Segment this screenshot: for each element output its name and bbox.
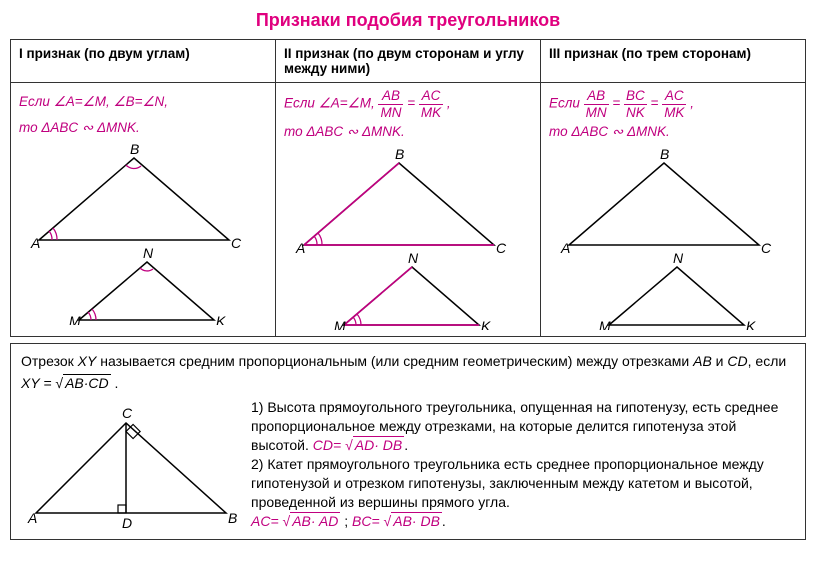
criteria-table: I признак (по двум углам) II признак (по… [10, 39, 806, 337]
col1-figure: A B C M N K [19, 140, 249, 325]
svg-text:D: D [122, 515, 132, 531]
svg-text:N: N [673, 250, 684, 266]
bottom-text: 1) Высота прямоугольного треугольника, о… [251, 398, 795, 533]
svg-text:C: C [231, 235, 242, 251]
col1-body: Если ∠A=∠M, ∠B=∠N, то ΔABC ∾ ΔMNK. A B C [11, 83, 276, 337]
c2-then: то ΔABC ∾ ΔMNK. [284, 124, 405, 139]
c3-then: то ΔABC ∾ ΔMNK. [549, 124, 670, 139]
col3-figure: A B C M N K [549, 145, 779, 330]
svg-text:C: C [761, 240, 772, 256]
right-triangle-figure: A C B D [21, 398, 246, 533]
svg-text:M: M [69, 313, 81, 325]
svg-text:N: N [408, 250, 419, 266]
svg-text:C: C [122, 405, 133, 421]
c2-if-pre: Если ∠A=∠M, [284, 96, 378, 111]
c1-if: Если ∠A=∠M, ∠B=∠N, [19, 94, 168, 109]
mean-prop-def: Отрезок XY называется средним пропорцион… [21, 350, 795, 395]
svg-text:A: A [27, 510, 37, 526]
svg-text:N: N [143, 245, 154, 261]
svg-text:B: B [395, 146, 404, 162]
col3-header: III признак (по трем сторонам) [541, 40, 806, 83]
svg-text:K: K [481, 318, 491, 330]
svg-text:B: B [228, 510, 237, 526]
c1-then: то ΔABC ∾ ΔMNK. [19, 120, 140, 135]
col2-header: II признак (по двум сторонам и углу межд… [276, 40, 541, 83]
col2-body: Если ∠A=∠M, ABMN = ACMK , то ΔABC ∾ ΔMNK… [276, 83, 541, 337]
svg-text:A: A [30, 235, 40, 251]
svg-text:M: M [334, 318, 346, 330]
svg-text:K: K [216, 313, 226, 325]
bottom-box: Отрезок XY называется средним пропорцион… [10, 343, 806, 541]
svg-text:A: A [295, 240, 305, 256]
c3-if-pre: Если [549, 96, 584, 111]
svg-text:B: B [130, 141, 139, 157]
page-title: Признаки подобия треугольников [10, 10, 806, 31]
svg-text:K: K [746, 318, 756, 330]
svg-text:A: A [560, 240, 570, 256]
svg-text:B: B [660, 146, 669, 162]
col1-header: I признак (по двум углам) [11, 40, 276, 83]
col3-body: Если ABMN = BCNK = ACMK , то ΔABC ∾ ΔMNK… [541, 83, 806, 337]
svg-text:M: M [599, 318, 611, 330]
col2-figure: A B C M N K [284, 145, 514, 330]
svg-text:C: C [496, 240, 507, 256]
